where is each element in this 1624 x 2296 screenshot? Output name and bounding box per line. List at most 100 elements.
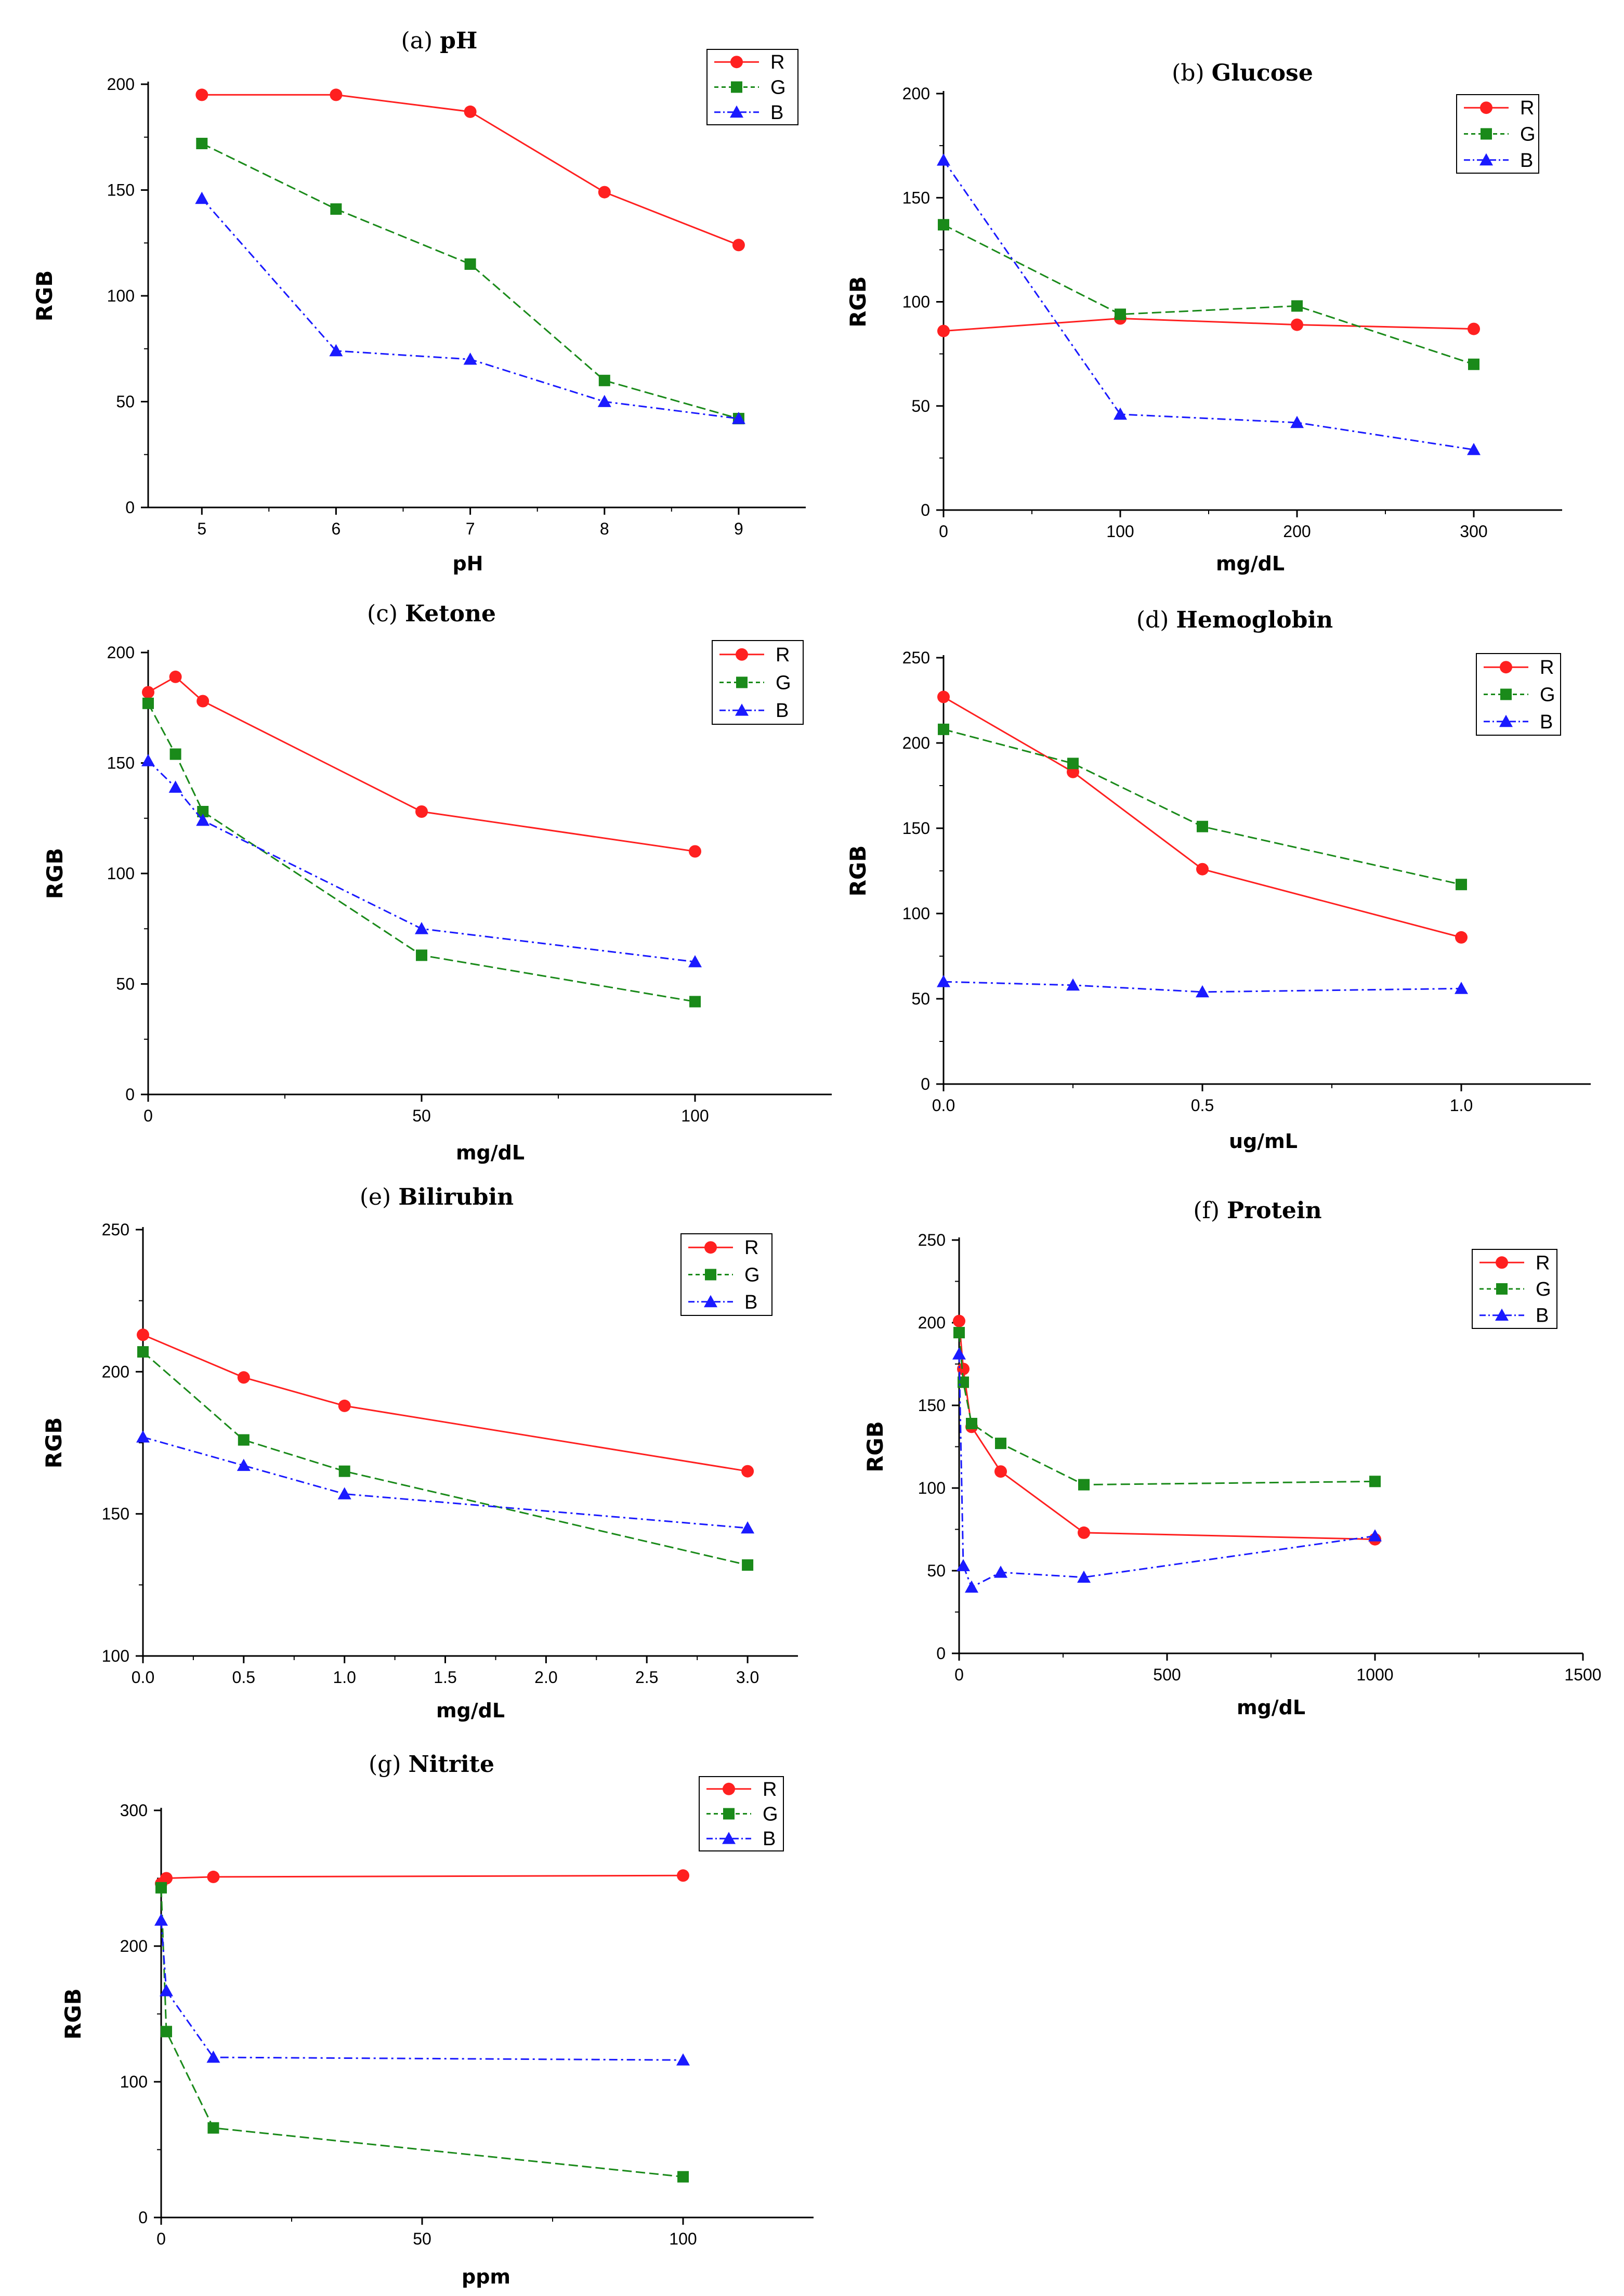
x-tick-label-g: 100 bbox=[669, 2229, 697, 2248]
data-point-d-B bbox=[937, 975, 950, 987]
chart-panel-e: (e) Bilirubin 0.0 0.5 1.0 1.5 2.0 2.5 3.0 100 150… bbox=[41, 1184, 798, 1722]
x-axis-label-f: mg/dL bbox=[1237, 1696, 1305, 1719]
data-point-b-B bbox=[1290, 415, 1304, 428]
chart-title-prefix-f: (f) bbox=[1193, 1197, 1227, 1224]
series-line-e-G bbox=[142, 1351, 748, 1566]
data-point-a-R bbox=[330, 88, 343, 101]
chart-title-text-a: pH bbox=[440, 28, 477, 54]
data-point-a-R bbox=[195, 88, 208, 101]
y-tick-label-f: 250 bbox=[918, 1231, 946, 1249]
data-point-a-G bbox=[330, 203, 342, 215]
legend-label-a-B: B bbox=[770, 102, 783, 124]
data-point-f-B bbox=[952, 1347, 966, 1360]
y-tick-label-g: 200 bbox=[120, 1937, 148, 1955]
legend-label-e-G: G bbox=[744, 1264, 760, 1286]
data-point-a-R bbox=[732, 239, 745, 252]
legend-marker-g-G bbox=[723, 1808, 735, 1820]
legend-marker-a-R bbox=[730, 56, 743, 69]
series-line-e-R bbox=[142, 1334, 748, 1472]
data-point-g-B bbox=[676, 2053, 690, 2066]
data-point-b-G bbox=[938, 219, 949, 231]
legend-label-e-R: R bbox=[744, 1237, 758, 1259]
data-point-f-G bbox=[1078, 1479, 1090, 1491]
data-point-f-B bbox=[1368, 1529, 1382, 1542]
legend-label-c-G: G bbox=[776, 672, 791, 694]
x-tick-label-e: 0.0 bbox=[132, 1668, 154, 1687]
y-tick-label-a: 50 bbox=[116, 393, 135, 411]
data-point-g-B bbox=[160, 1984, 173, 1997]
x-tick-label-c: 100 bbox=[681, 1106, 709, 1125]
legend-marker-f-B bbox=[1495, 1308, 1509, 1321]
y-axis-label-d: RGB bbox=[845, 845, 871, 897]
data-point-f-R bbox=[994, 1465, 1007, 1478]
data-point-b-B bbox=[1114, 407, 1127, 420]
data-point-d-B bbox=[1196, 985, 1209, 998]
data-point-f-G bbox=[966, 1418, 977, 1429]
data-point-b-B bbox=[1467, 442, 1481, 455]
data-point-c-B bbox=[141, 754, 155, 766]
data-point-c-G bbox=[197, 806, 209, 817]
legend-marker-g-B bbox=[722, 1832, 736, 1844]
data-point-a-G bbox=[598, 374, 610, 386]
data-point-e-B bbox=[741, 1521, 755, 1534]
series-line-d-G bbox=[943, 728, 1462, 885]
y-tick-label-a: 200 bbox=[107, 75, 135, 94]
series-line-a-G bbox=[201, 142, 739, 420]
data-point-a-B bbox=[329, 344, 343, 357]
legend-marker-b-G bbox=[1481, 128, 1492, 140]
data-point-e-G bbox=[137, 1346, 149, 1358]
data-point-a-B bbox=[195, 191, 209, 204]
data-point-e-B bbox=[337, 1487, 351, 1499]
legend-marker-a-G bbox=[731, 81, 742, 93]
data-point-c-B bbox=[415, 922, 428, 934]
legend-label-c-R: R bbox=[776, 644, 790, 666]
legend-b: RGB bbox=[1456, 94, 1539, 174]
data-point-d-R bbox=[1455, 931, 1468, 944]
y-axis-label-f: RGB bbox=[862, 1421, 888, 1472]
x-tick-label-f: 500 bbox=[1153, 1665, 1181, 1684]
data-point-b-G bbox=[1291, 300, 1303, 312]
x-tick-label-f: 1000 bbox=[1356, 1665, 1393, 1684]
data-point-g-B bbox=[154, 1913, 168, 1926]
y-axis-label-a: RGB bbox=[32, 270, 57, 322]
data-point-d-R bbox=[1196, 863, 1209, 876]
legend-marker-d-R bbox=[1500, 661, 1512, 674]
series-line-d-R bbox=[943, 696, 1462, 938]
chart-panel-d: (d) Hemoglobin 0.0 0.5 1.0 0 50 100 150 200 250 ug… bbox=[845, 607, 1591, 1153]
legend-label-b-G: G bbox=[1520, 124, 1536, 146]
legend-g: RGB bbox=[699, 1776, 784, 1851]
y-axis-label-g: RGB bbox=[60, 1988, 86, 2040]
legend-marker-a-B bbox=[730, 105, 743, 118]
x-tick-label-g: 50 bbox=[413, 2229, 431, 2248]
series-line-a-B bbox=[201, 198, 739, 420]
y-tick-label-c: 150 bbox=[107, 754, 135, 773]
x-axis-label-e: mg/dL bbox=[436, 1699, 505, 1722]
data-point-f-G bbox=[995, 1438, 1006, 1450]
chart-title-text-c: Ketone bbox=[405, 601, 496, 627]
legend-d: RGB bbox=[1476, 653, 1561, 736]
x-axis-label-a: pH bbox=[452, 552, 483, 575]
y-tick-label-e: 250 bbox=[102, 1220, 129, 1239]
x-tick-label-e: 2.0 bbox=[534, 1668, 557, 1687]
data-point-g-G bbox=[161, 2026, 172, 2038]
y-tick-label-d: 100 bbox=[902, 904, 930, 923]
data-point-a-B bbox=[597, 395, 611, 407]
chart-title-text-b: Glucose bbox=[1212, 60, 1313, 86]
legend-label-g-R: R bbox=[763, 1779, 777, 1801]
data-point-b-G bbox=[1468, 358, 1479, 370]
data-point-a-R bbox=[598, 186, 611, 199]
legend-label-a-G: G bbox=[770, 77, 786, 99]
data-point-b-B bbox=[937, 153, 950, 166]
x-tick-label-a: 6 bbox=[332, 519, 341, 538]
x-tick-label-b: 300 bbox=[1460, 522, 1487, 541]
legend-marker-f-R bbox=[1496, 1256, 1508, 1269]
series-line-e-B bbox=[142, 1436, 748, 1529]
chart-panel-f: (f) Protein 0 500 1000 1500 0 50 100 150 200 250 mg… bbox=[862, 1197, 1602, 1719]
series-line-g-R bbox=[160, 1874, 684, 1884]
data-point-d-B bbox=[1455, 982, 1468, 994]
series-line-b-B bbox=[942, 160, 1474, 451]
